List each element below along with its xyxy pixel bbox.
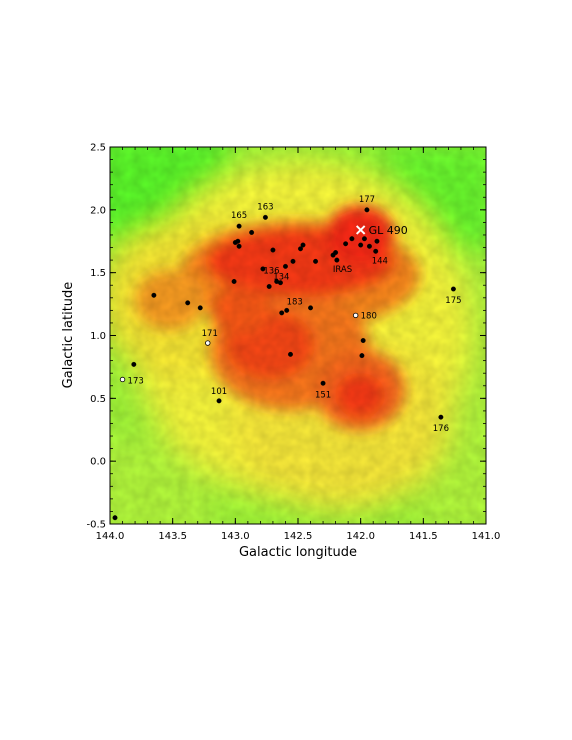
source-label: 173: [128, 376, 144, 386]
intensity-map: [110, 147, 486, 524]
x-tick-label: 142.5: [284, 531, 313, 542]
source-point: [343, 241, 349, 247]
source-point: [366, 243, 372, 249]
source-label: 176: [433, 424, 449, 434]
source-point: [438, 414, 444, 420]
source-point: [313, 258, 318, 264]
source-label: 101: [211, 387, 227, 397]
y-axis-title: Galactic latitude: [61, 282, 76, 389]
source-point: [216, 398, 222, 404]
source-point: [249, 230, 255, 235]
source-point: [131, 361, 137, 367]
source-point: [352, 312, 359, 319]
source-point: [232, 240, 238, 245]
source-point: [359, 353, 365, 359]
source-point: [450, 286, 456, 292]
source-point: [278, 280, 283, 286]
source-point: [284, 307, 290, 313]
gl490-label: GL 490: [369, 224, 408, 237]
source-point: [330, 252, 336, 258]
source-label: 144: [372, 256, 388, 266]
y-tick-label: 0.0: [90, 457, 106, 468]
gl490-marker-stroke: [355, 225, 366, 235]
source-point: [270, 247, 276, 253]
source-point: [279, 310, 285, 316]
source-point: [151, 292, 157, 298]
y-tick-label: 2.0: [90, 205, 106, 216]
y-tick-label: -0.5: [86, 520, 106, 531]
source-point: [358, 242, 364, 248]
source-point: [361, 236, 367, 242]
source-point: [231, 279, 237, 284]
source-point: [334, 257, 340, 263]
x-tick-label: 141.5: [409, 531, 438, 542]
source-point: [197, 305, 203, 311]
x-axis-title: Galactic longitude: [239, 545, 357, 560]
gl490-marker-layer: GL 490: [355, 224, 408, 237]
source-point: [290, 258, 296, 264]
source-label: 180: [361, 311, 377, 321]
source-point: [373, 248, 379, 254]
source-point: [308, 305, 313, 311]
axes: 144.0 143.5 143.0 142.5 142.0 141.5 141.0 -0.5 0…: [86, 143, 500, 543]
source-point: [266, 284, 272, 289]
source-point: [185, 300, 191, 306]
source-point: [283, 263, 288, 269]
source-point: [236, 243, 242, 249]
y-tick-label: 2.5: [90, 143, 106, 154]
source-point: [320, 380, 326, 386]
x-tick-label: 142.0: [346, 531, 375, 542]
x-tick-label: 143.0: [221, 531, 250, 542]
x-tick-label: 144.0: [96, 531, 125, 542]
source-point: [288, 351, 293, 357]
source-label: 134: [273, 273, 289, 283]
source-label: 136: [263, 266, 279, 276]
source-point: [364, 207, 370, 213]
source-point: [260, 266, 266, 272]
source-point: [349, 236, 355, 242]
source-label: 183: [287, 297, 303, 307]
y-tick-label: 1.0: [90, 331, 106, 342]
source-point: [360, 338, 366, 343]
y-tick-label: 0.5: [90, 394, 106, 405]
x-tick-label: 141.0: [472, 531, 501, 542]
source-point: [374, 238, 380, 244]
source-label: 177: [359, 195, 375, 205]
source-point: [300, 242, 306, 248]
source-points: [112, 207, 456, 521]
source-point: [298, 246, 303, 252]
source-label: 171: [202, 329, 218, 339]
source-point: [112, 515, 118, 521]
source-point: [236, 223, 242, 229]
source-point: [205, 340, 211, 346]
source-point: [119, 376, 126, 383]
map-texture: [110, 147, 486, 524]
source-label: 163: [257, 202, 273, 212]
source-label: 151: [315, 390, 331, 400]
source-label: 165: [231, 211, 247, 221]
y-tick-label: 1.5: [90, 268, 106, 279]
source-point: [262, 214, 268, 220]
source-label: IRAS: [333, 265, 352, 275]
source-label: 175: [445, 296, 461, 306]
x-tick-label: 143.5: [158, 531, 187, 542]
